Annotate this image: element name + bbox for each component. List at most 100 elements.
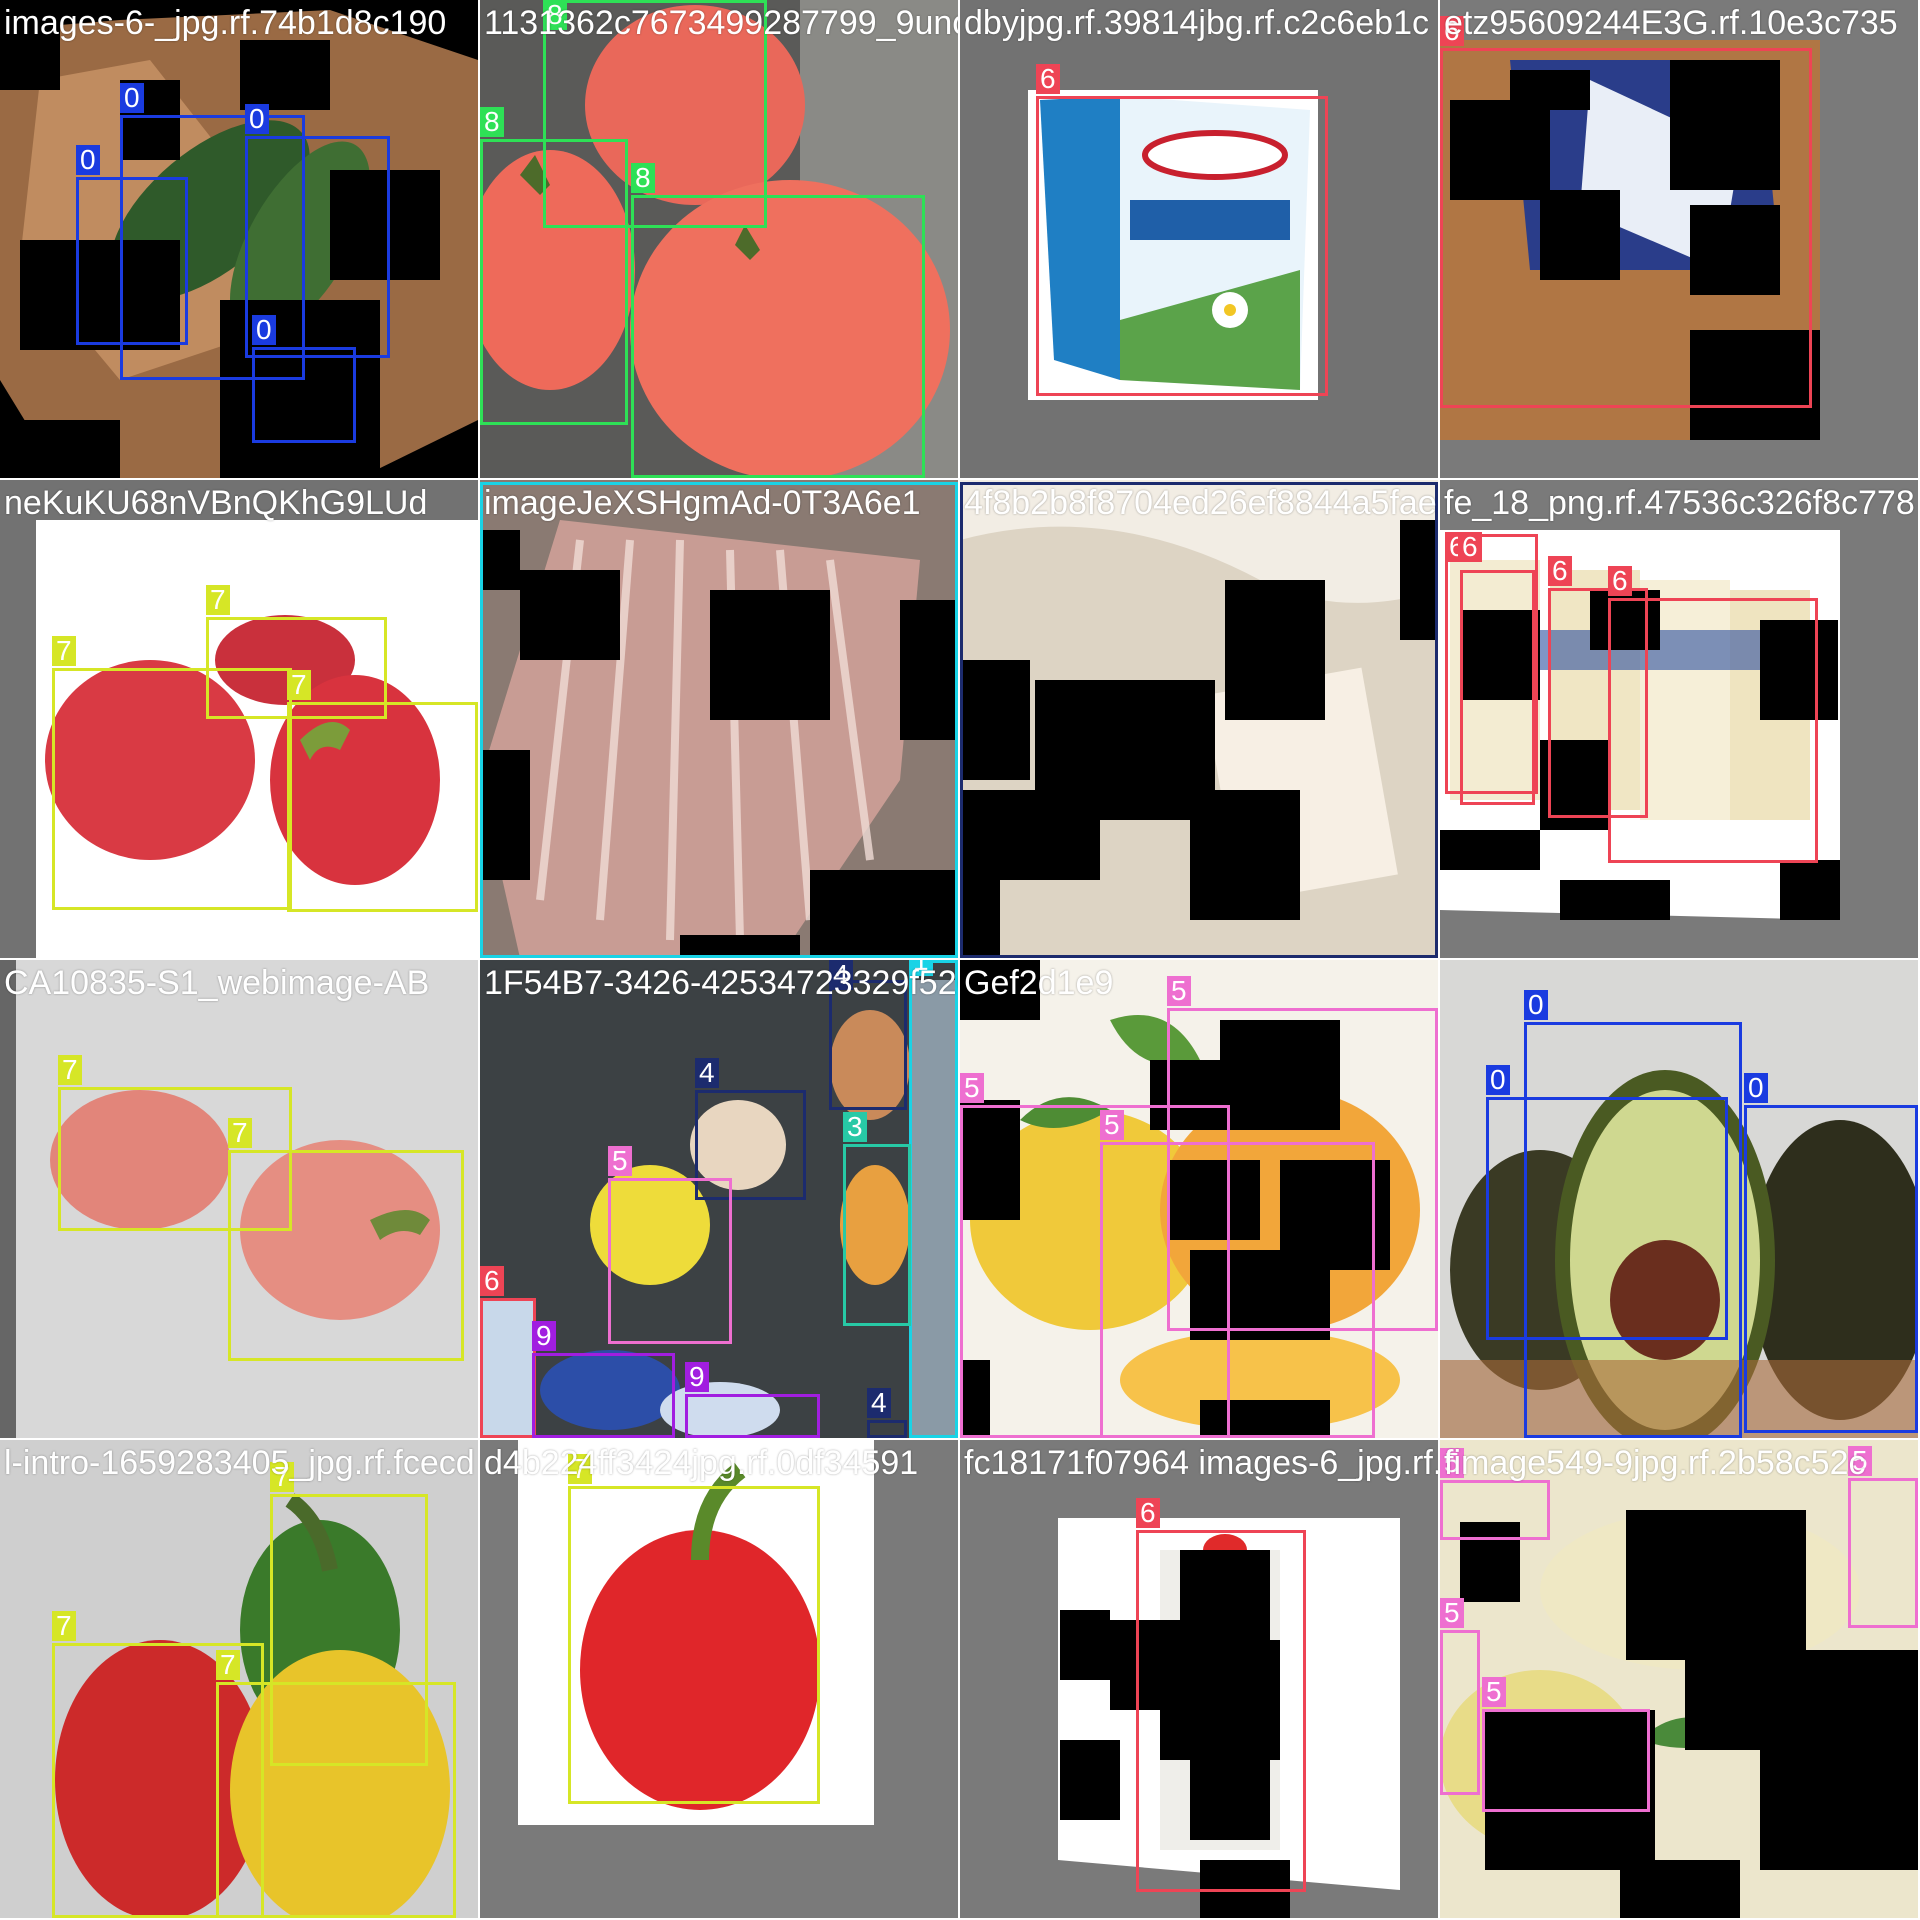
tile-avocados: 0 0 0 bbox=[1440, 960, 1918, 1438]
tomatoes-image bbox=[480, 0, 958, 478]
class-label: 6 bbox=[1440, 16, 1464, 46]
class-label: 7 bbox=[228, 1118, 252, 1148]
class-label: 0 bbox=[1524, 990, 1548, 1020]
cutout-mask bbox=[1190, 790, 1300, 920]
class-label: 6 bbox=[1458, 532, 1482, 562]
class-label: 7 bbox=[52, 636, 76, 666]
class-label: 7 bbox=[270, 1462, 294, 1492]
cutout-mask bbox=[330, 170, 440, 280]
red-peppers-image bbox=[0, 480, 478, 958]
tile-red-peppers: 7 7 7 neKuKU68nVBnQKhG9LUd bbox=[0, 480, 478, 958]
class-label: 7 bbox=[52, 1611, 76, 1641]
bounding-box bbox=[287, 702, 478, 912]
bounding-box bbox=[1608, 598, 1818, 863]
tile-egg-carton: 4 4f8b2b8f8704ed26ef8844a5fae bbox=[960, 480, 1438, 958]
class-label: 8 bbox=[480, 107, 504, 137]
cutout-mask bbox=[240, 40, 330, 110]
cutout-mask bbox=[1626, 1510, 1806, 1660]
cutout-mask bbox=[680, 935, 800, 958]
class-label: 5 bbox=[960, 1073, 984, 1103]
cutout-mask bbox=[1670, 60, 1780, 190]
class-label: 3 bbox=[843, 1112, 867, 1142]
class-label: 6 bbox=[1036, 64, 1060, 94]
bounding-box bbox=[1100, 1142, 1375, 1438]
cutout-mask bbox=[1690, 205, 1780, 295]
cutout-mask bbox=[810, 870, 958, 958]
red-pepper-image bbox=[480, 1440, 958, 1918]
cutout-mask bbox=[1170, 1160, 1260, 1240]
cutout-mask bbox=[960, 1100, 1020, 1220]
class-label: 0 bbox=[252, 315, 276, 345]
class-label: 6 bbox=[1548, 556, 1572, 586]
cutout-mask bbox=[1225, 580, 1325, 720]
cutout-mask bbox=[1460, 610, 1540, 700]
tile-caption: fe_18_png.rf.47536c326f8c778 bbox=[1444, 484, 1915, 522]
bounding-box bbox=[1440, 1630, 1480, 1795]
cutout-mask bbox=[1450, 100, 1550, 200]
cutout-mask bbox=[1510, 70, 1590, 110]
class-label: 5 bbox=[1167, 976, 1191, 1006]
mixed-peppers-image bbox=[0, 1440, 478, 1918]
tile-caption: 1131362c7673499287799_9uno bbox=[484, 4, 958, 42]
bounding-box bbox=[909, 960, 958, 1438]
cutout-mask bbox=[0, 420, 120, 478]
bounding-box bbox=[1136, 1530, 1306, 1892]
cutout-mask bbox=[1485, 1710, 1655, 1870]
cutout-mask bbox=[960, 880, 1000, 958]
cutout-mask bbox=[20, 240, 180, 350]
class-label: 6 bbox=[480, 1266, 504, 1296]
tile-caption: fimage549-9jpg.rf.2b58c52c bbox=[1444, 1444, 1866, 1482]
milk-carton-image bbox=[960, 0, 1438, 478]
class-label: 7 bbox=[216, 1650, 240, 1680]
bounding-box bbox=[216, 1682, 456, 1918]
class-label: 0 bbox=[1744, 1073, 1768, 1103]
cutout-mask bbox=[1690, 330, 1820, 440]
bounding-box bbox=[1440, 48, 1812, 408]
class-label: 9 bbox=[532, 1321, 556, 1351]
class-label: 4 bbox=[867, 1388, 891, 1418]
cutout-mask bbox=[1200, 1400, 1330, 1438]
cutout-mask bbox=[1060, 1740, 1120, 1820]
bounding-box bbox=[1036, 96, 1328, 396]
class-label: 8 bbox=[631, 163, 655, 193]
tile-fridge-shelf: 1 4 4 5 3 6 9 9 4 1F54B7-3426-4253472332… bbox=[480, 960, 958, 1438]
tile-caption: dbyjpg.rf.39814jbg.rf.c2c6eb1c bbox=[964, 4, 1429, 42]
cutout-mask bbox=[1280, 1160, 1390, 1270]
cutout-mask bbox=[0, 20, 60, 90]
tile-packaged-dairy: 6 etz95609244E3G.rf.10e3c735 bbox=[1440, 0, 1918, 478]
tile-caption: l-intro-1659283405_jpg.rf.fcecd bbox=[4, 1444, 475, 1482]
tile-caption: CA10835-S1_webimage-AB bbox=[4, 964, 430, 1002]
cutout-mask bbox=[900, 600, 958, 740]
tile-caption: images-6-_jpg.rf.74b1d8c190 bbox=[4, 4, 447, 42]
cutout-mask bbox=[1160, 1640, 1280, 1760]
bounding-box bbox=[228, 1150, 464, 1361]
bounding-box bbox=[270, 1494, 428, 1766]
bounding-box bbox=[532, 1353, 675, 1438]
class-label: 9 bbox=[685, 1362, 709, 1392]
class-label: 5 bbox=[1482, 1677, 1506, 1707]
class-label: 0 bbox=[120, 83, 144, 113]
tile-milk-jug: 6 fc18171f07964 images-6_jpg.rf.14ee1be3… bbox=[960, 1440, 1438, 1918]
citrus-image bbox=[960, 960, 1438, 1438]
bounding-box bbox=[1486, 1097, 1728, 1340]
cutout-mask bbox=[1540, 190, 1620, 280]
bounding-box bbox=[608, 1178, 732, 1344]
class-label: 5 bbox=[608, 1146, 632, 1176]
cutout-mask bbox=[480, 750, 530, 880]
tile-caption: imageJeXSHgmAd-0T3A6e1 bbox=[484, 484, 921, 522]
cutout-mask bbox=[960, 660, 1030, 780]
bounding-box bbox=[245, 136, 390, 358]
tile-bacon: 1 imageJeXSHgmAd-0T3A6e1 bbox=[480, 480, 958, 958]
cutout-mask bbox=[1760, 1650, 1918, 1870]
cutout-mask bbox=[1190, 1760, 1270, 1840]
cutout-mask bbox=[1780, 860, 1840, 920]
class-label: 5 bbox=[1848, 1446, 1872, 1476]
bounding-box bbox=[1744, 1105, 1918, 1433]
bounding-box bbox=[58, 1087, 292, 1231]
cutout-mask bbox=[1760, 620, 1838, 720]
tile-caption: 4f8b2b8f8704ed26ef8844a5fae bbox=[964, 484, 1437, 522]
bounding-box bbox=[1460, 570, 1535, 805]
cutout-mask bbox=[480, 530, 520, 590]
tile-pink-peppers: 7 7 CA10835-S1_webimage-AB bbox=[0, 960, 478, 1438]
class-label: 7 bbox=[58, 1055, 82, 1085]
